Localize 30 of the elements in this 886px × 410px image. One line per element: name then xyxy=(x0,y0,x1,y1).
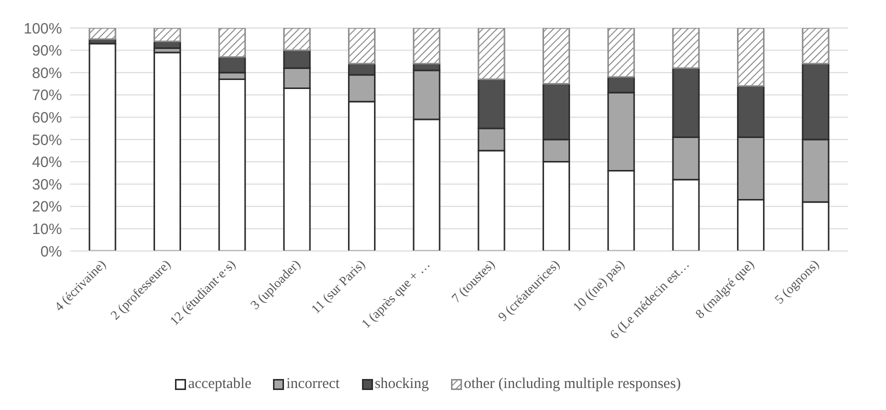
y-tick-label: 90% xyxy=(32,42,62,60)
y-tick-label: 30% xyxy=(32,176,62,194)
legend-label: incorrect xyxy=(286,376,340,393)
bar xyxy=(542,28,570,84)
bar xyxy=(348,28,376,64)
y-tick-label: 50% xyxy=(32,132,62,149)
bar xyxy=(607,28,635,78)
y-tick-label: 20% xyxy=(32,198,62,216)
bar xyxy=(478,28,506,80)
y-tick-label: 70% xyxy=(32,87,62,104)
bar xyxy=(737,28,765,87)
y-tick-label: 60% xyxy=(32,110,62,127)
bar xyxy=(672,28,700,69)
y-tick-label: 40% xyxy=(32,154,62,172)
bar xyxy=(283,28,311,52)
y-tick-label: 10% xyxy=(32,221,62,238)
bar xyxy=(154,28,182,42)
bar xyxy=(88,28,116,40)
legend-label: shocking xyxy=(374,376,429,393)
bar xyxy=(88,42,116,251)
bar xyxy=(218,28,246,58)
x-tick-label: 10 ((ne) pas) xyxy=(570,256,628,314)
legend-label: acceptable xyxy=(188,376,252,393)
y-tick-label: 80% xyxy=(32,64,62,82)
legend-label: other (including multiple responses) xyxy=(464,376,681,393)
bar xyxy=(412,28,440,64)
y-tick-label: 100% xyxy=(24,20,62,38)
y-tick-label: 0% xyxy=(40,243,62,260)
bar xyxy=(154,52,182,251)
bar xyxy=(802,28,830,64)
